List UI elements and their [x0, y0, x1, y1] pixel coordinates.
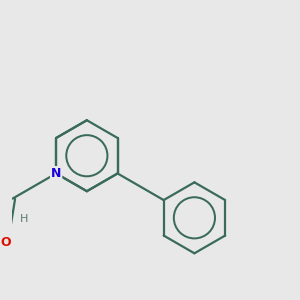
Text: O: O: [0, 236, 11, 249]
Text: N: N: [51, 167, 61, 180]
Text: H: H: [20, 214, 29, 224]
